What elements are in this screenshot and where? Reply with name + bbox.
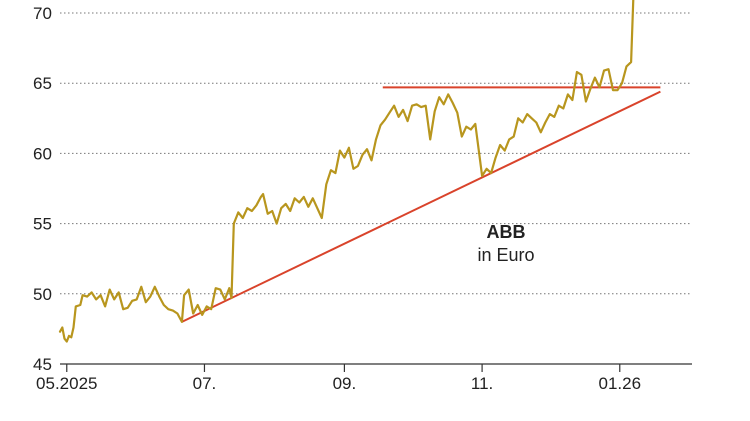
y-tick-label-55: 55 (33, 215, 52, 234)
gridlines (60, 12, 692, 295)
x-tick-label-1: 07. (193, 374, 217, 393)
price-line (58, 0, 635, 343)
chart-title: ABB (487, 222, 526, 242)
x-tick-label-3: 11. (471, 374, 493, 393)
chart-subtitle: in Euro (477, 245, 534, 265)
x-tick-label-0: 05.2025 (36, 374, 97, 393)
y-tick-label-70: 70 (33, 4, 52, 23)
y-tick-label-45: 45 (33, 355, 52, 374)
y-tick-label-50: 50 (33, 285, 52, 304)
y-tick-label-65: 65 (33, 74, 52, 93)
x-axis-ticks: 05.2025 07. 09. 11. 01.26 (36, 364, 641, 393)
y-axis-tick-labels: 45 50 55 60 65 70 (33, 4, 52, 374)
price-series (58, 0, 635, 343)
x-tick-label-4: 01.26 (598, 374, 641, 393)
y-tick-label-60: 60 (33, 144, 52, 163)
trend-annotations (181, 86, 661, 323)
x-tick-label-2: 09. (333, 374, 357, 393)
uptrend-line (181, 90, 661, 323)
